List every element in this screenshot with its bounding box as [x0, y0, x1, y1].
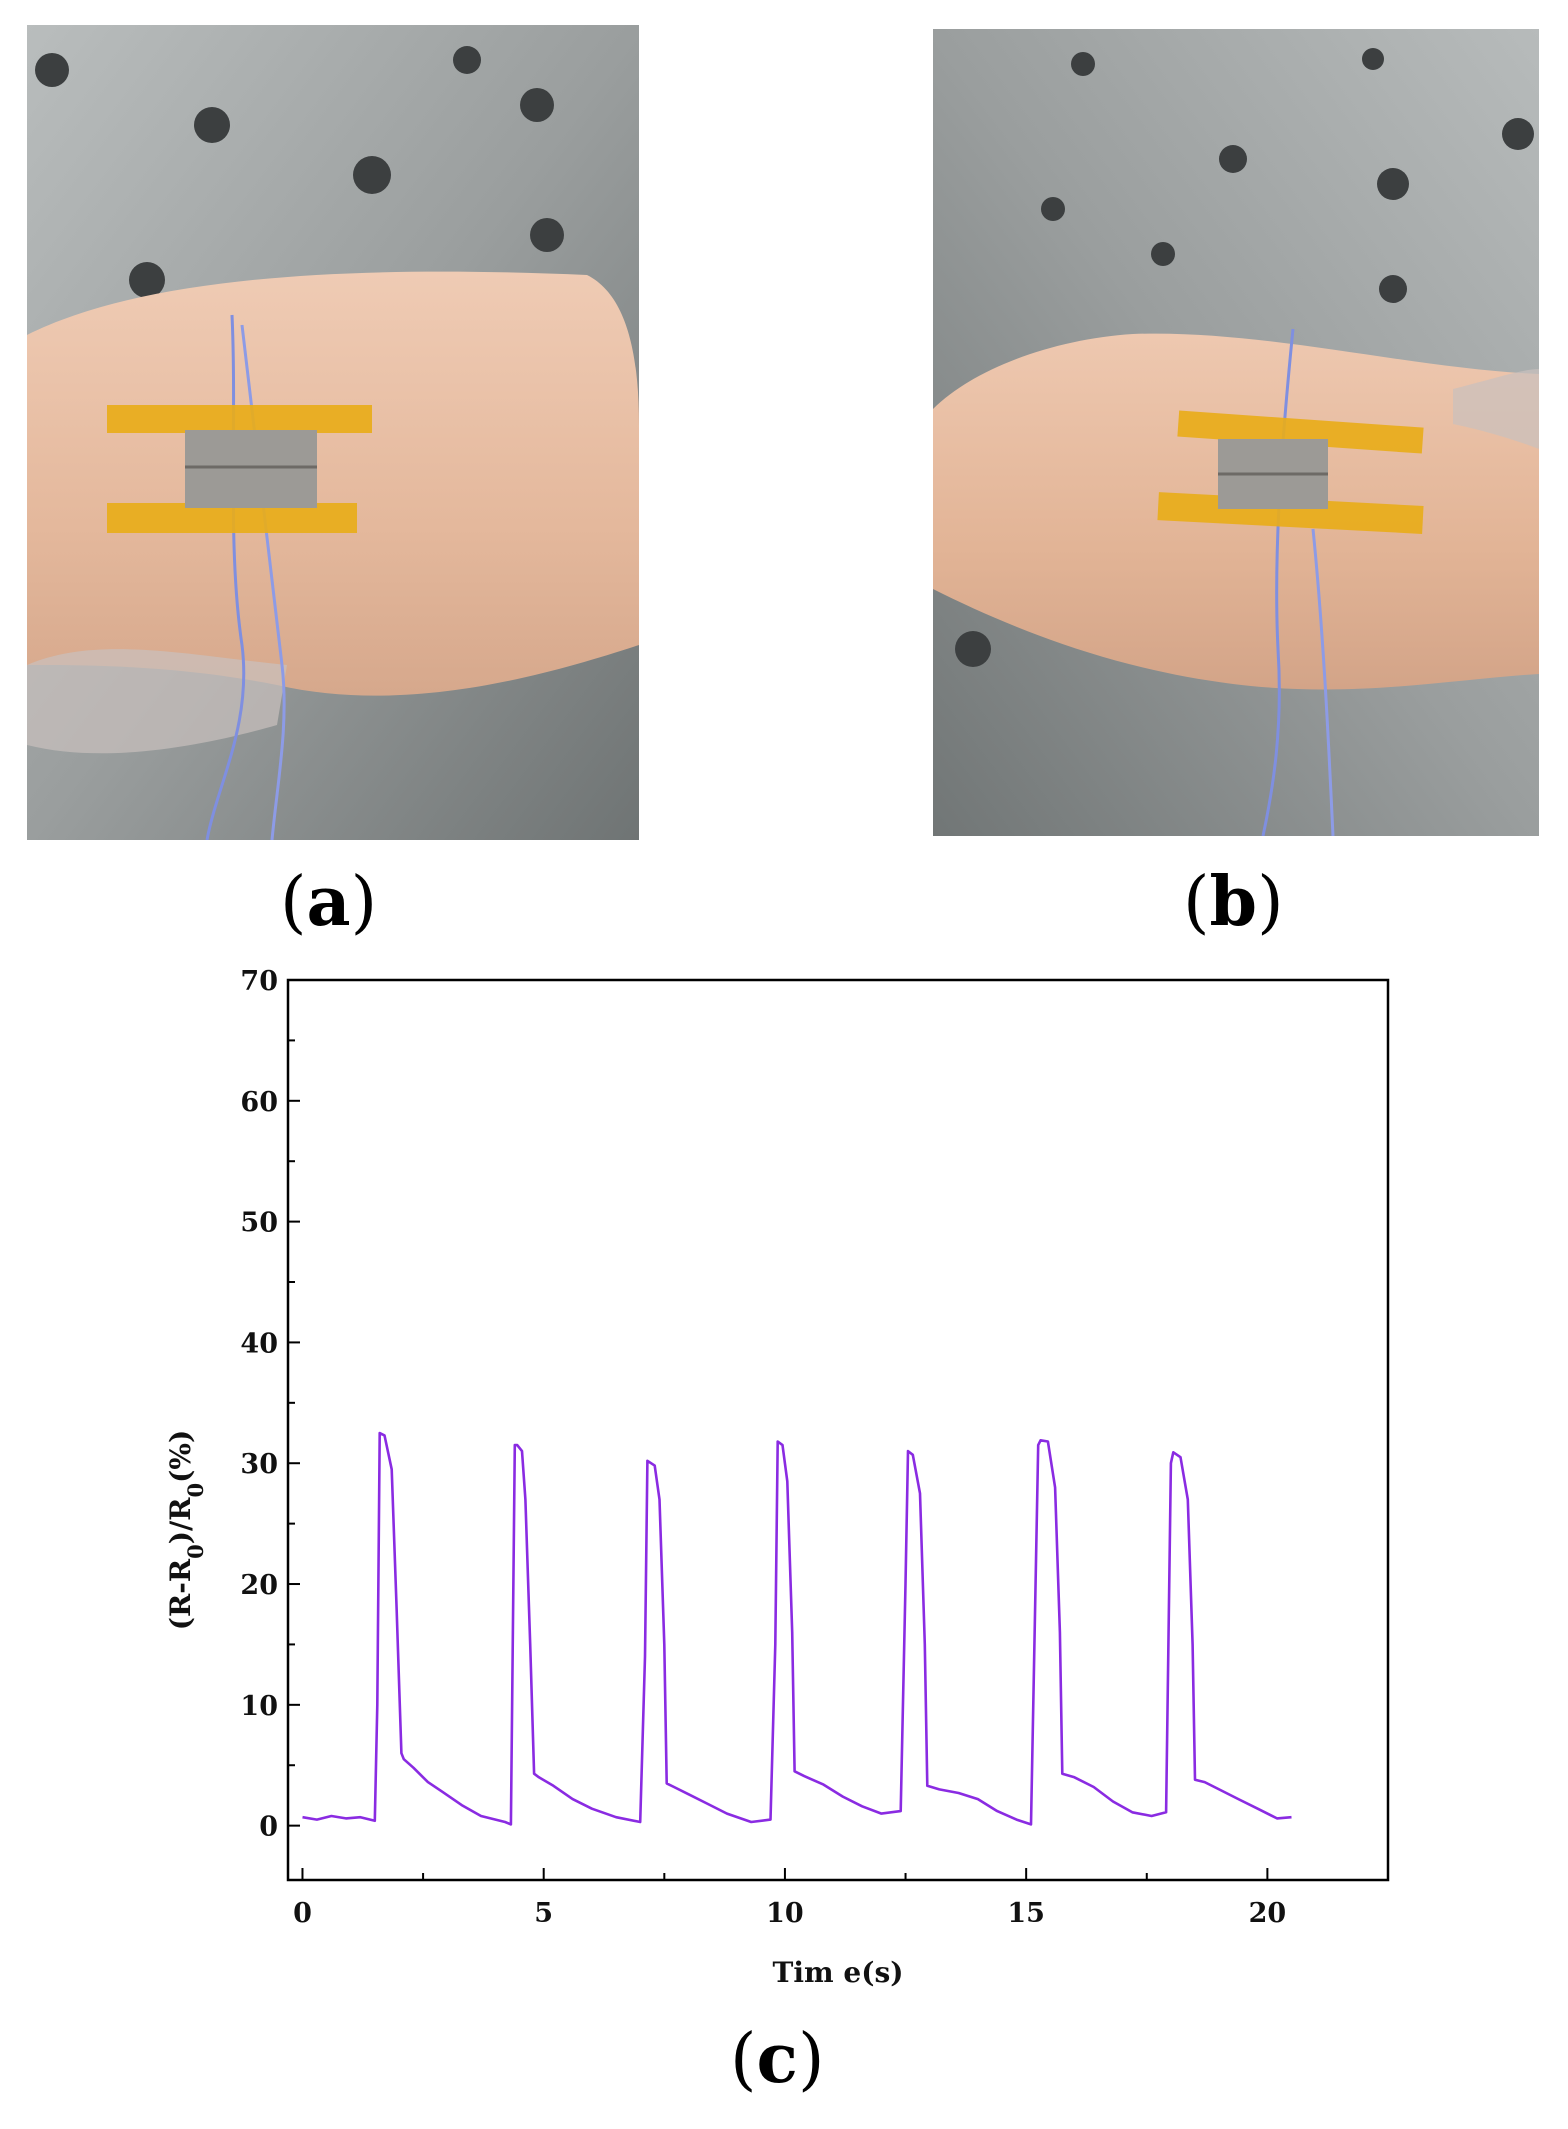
x-axis-title: Tim e(s) — [773, 1956, 904, 1989]
x-tick-label: 5 — [534, 1898, 553, 1929]
y-tick-label: 20 — [240, 1570, 278, 1601]
panel-label-b: (b) — [1183, 862, 1284, 942]
photo-panel-a — [27, 25, 639, 840]
wrist-sensor-photo-b — [933, 29, 1539, 836]
panel-label-a: (a) — [280, 862, 378, 942]
y-tick-label: 0 — [259, 1812, 278, 1843]
y-tick-label: 30 — [240, 1449, 278, 1480]
y-axis: 0 10 20 30 40 50 60 70 — [240, 966, 300, 1843]
series-line — [302, 1431, 1292, 1826]
signal-wire-2 — [1311, 528, 1335, 836]
y-tick-label: 10 — [240, 1691, 278, 1722]
sensor-patch — [185, 430, 317, 508]
wrist-skin — [27, 271, 639, 696]
y-title-sub1: 0 — [183, 1544, 208, 1559]
y-tick-label: 50 — [240, 1208, 278, 1239]
tape-strip-top — [1177, 410, 1424, 454]
y-title-open: (R-R — [164, 1558, 197, 1630]
y-tick-label: 70 — [240, 966, 278, 997]
y-tick-label: 40 — [240, 1328, 278, 1359]
glove-fabric — [1453, 369, 1539, 449]
wrist-sensor-photo-a — [27, 25, 639, 840]
x-tick-label: 10 — [766, 1898, 804, 1929]
x-tick-label: 0 — [293, 1898, 312, 1929]
y-title-close: (%) — [164, 1430, 197, 1483]
signal-wire — [1261, 328, 1295, 836]
photo-panel-b — [933, 29, 1539, 836]
glove-fabric — [27, 649, 287, 754]
y-title-sub2: 0 — [183, 1483, 208, 1498]
panel-label-c: (c) — [730, 2019, 825, 2099]
y-title-mid: )/R — [164, 1497, 197, 1544]
tape-strip-top — [107, 405, 372, 433]
plate-holes — [955, 48, 1534, 667]
plot-frame — [286, 978, 1390, 1882]
chart-panel-c: 0 10 20 30 40 50 60 70 0 5 10 15 20 Tim e(s) (R-R0)… — [0, 960, 1568, 2010]
y-tick-label: 60 — [240, 1087, 278, 1118]
x-tick-label: 15 — [1007, 1898, 1045, 1929]
x-tick-label: 20 — [1249, 1898, 1287, 1929]
x-axis: 0 5 10 15 20 — [293, 1868, 1286, 1929]
y-axis-title: (R-R0)/R0(%) — [164, 1430, 208, 1631]
